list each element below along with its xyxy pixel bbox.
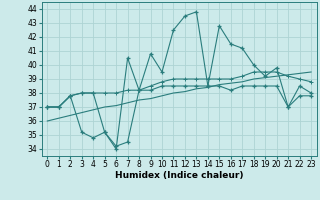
- X-axis label: Humidex (Indice chaleur): Humidex (Indice chaleur): [115, 171, 244, 180]
